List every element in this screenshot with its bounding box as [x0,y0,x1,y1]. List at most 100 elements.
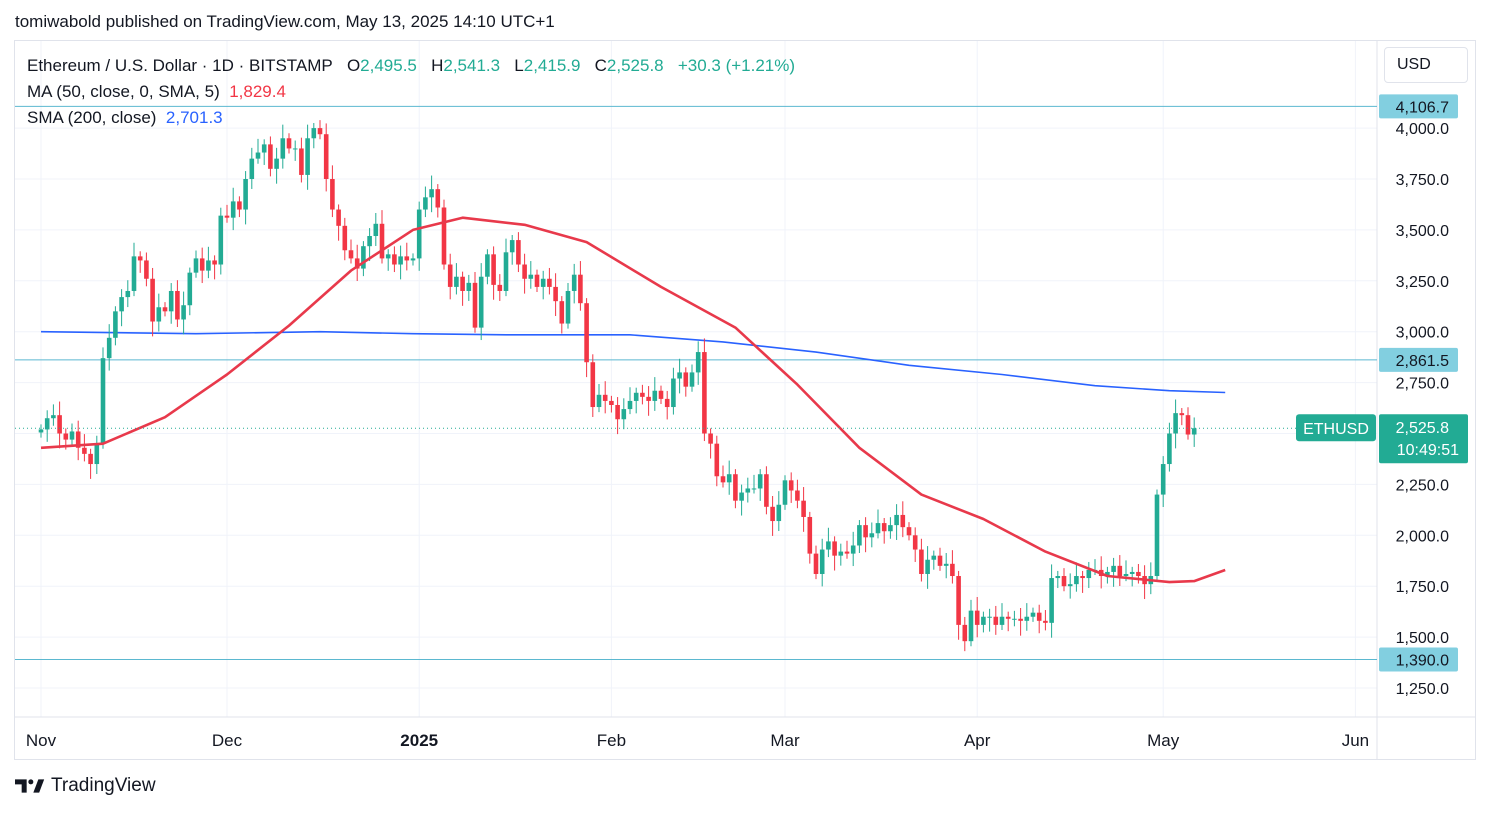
legend-ma50-row[interactable]: MA (50, close, 0, SMA, 5) 1,829.4 [27,79,795,105]
candle-body [1191,428,1197,435]
candle-body [1024,616,1030,621]
candle-body [212,260,217,265]
candle-body [162,307,168,312]
candle-body [292,148,298,150]
candle-body [857,525,862,546]
candle-body [745,488,751,493]
candle-body [838,551,844,556]
candle-body [516,240,521,265]
candle-body [243,179,248,210]
candle-body [571,274,577,291]
candle-body [305,138,310,175]
price-axis-label: 2,750.0 [1396,376,1449,393]
candle-body [286,138,292,149]
level-price-tag: 2,861.5 [1379,347,1458,372]
candle-body [187,272,193,306]
sma200-line [40,330,1226,394]
candle-body [404,256,410,261]
candle-body [671,378,676,408]
level-price-tag-text: 1,390.0 [1396,652,1449,669]
candle-body [912,535,918,550]
price-axis-label: 3,250.0 [1396,274,1449,291]
candle-body [1123,573,1129,577]
candle-body [144,260,149,279]
legend-symbol: Ethereum / U.S. Dollar · 1D · BITSTAMP [27,56,333,75]
candle-body [69,431,75,440]
legend-sma200-row[interactable]: SMA (200, close) 2,701.3 [27,105,795,131]
price-axis-label: 3,750.0 [1396,172,1449,189]
legend-high-label: H [431,56,444,75]
candle-body [894,514,899,526]
candle-body [472,282,478,328]
candle-body [658,390,664,399]
candle-body [695,352,701,373]
candle-body [559,301,565,324]
price-axis-label: 4,000.0 [1396,121,1449,138]
candle-body [385,254,391,259]
candle-body [1105,571,1110,577]
chart-frame[interactable] [14,40,1476,760]
candle-body [1005,616,1011,619]
candle-body [299,148,304,175]
candle-body [230,201,236,218]
legend-change: +30.3 (+1.21%) [677,56,796,75]
candle-body [280,138,286,159]
candle-body [398,256,403,265]
legend-high-value: 2,541.3 [443,56,501,75]
price-axis-label: 1,500.0 [1396,630,1449,647]
candles [38,120,1197,652]
price-axis-label: 3,500.0 [1396,223,1449,240]
candle-body [826,541,831,550]
candle-body [621,409,627,420]
candle-body [925,559,930,574]
legend-ohlc-row[interactable]: Ethereum / U.S. Dollar · 1D · BITSTAMP O… [27,53,795,79]
candle-body [175,290,180,320]
candle-body [714,443,720,477]
candle-body [547,278,552,287]
legend-ma50-label: MA (50, close, 0, SMA, 5) [27,82,220,101]
candle-body [819,549,825,574]
candle-body [801,500,806,517]
candle-body [956,576,961,625]
candle-body [1136,571,1141,577]
chart-legend: Ethereum / U.S. Dollar · 1D · BITSTAMP O… [27,53,795,131]
candle-body [423,197,428,210]
footer-brand: TradingView [15,775,156,797]
symbol-tag-text: ETHUSD [1303,421,1369,438]
candle-body [454,276,459,287]
candle-body [776,504,782,522]
legend-close-value: 2,525.8 [606,56,664,75]
candle-body [206,260,211,271]
candle-body [317,128,323,135]
candle-body [1086,569,1092,579]
candle-body [733,474,738,501]
candle-body [460,276,465,291]
candle-body [751,488,757,490]
candle-body [181,305,186,320]
candle-body [1018,618,1023,621]
candle-body [708,433,713,444]
candle-body [596,394,602,408]
candle-body [900,514,906,528]
candle-body [261,144,267,153]
candle-body [813,553,819,574]
candle-body [1036,612,1042,621]
candle-body [119,297,124,312]
candle-body [268,144,273,169]
candle-body [1043,620,1048,623]
candle-body [850,545,856,554]
candle-body [726,474,732,483]
ma50-line [40,216,1226,584]
time-axis-label: 2025 [400,731,438,750]
legend-sma200-value: 2,701.3 [165,108,223,127]
candle-body [875,523,881,534]
candle-body [224,215,230,218]
candle-body [702,352,707,434]
candle-body [125,290,131,298]
candle-body [937,555,943,566]
last-price-tag-bg [1379,414,1468,464]
candle-body [1185,415,1191,435]
legend-sma200-label: SMA (200, close) [27,108,157,127]
currency-button[interactable]: USD [1384,47,1468,83]
